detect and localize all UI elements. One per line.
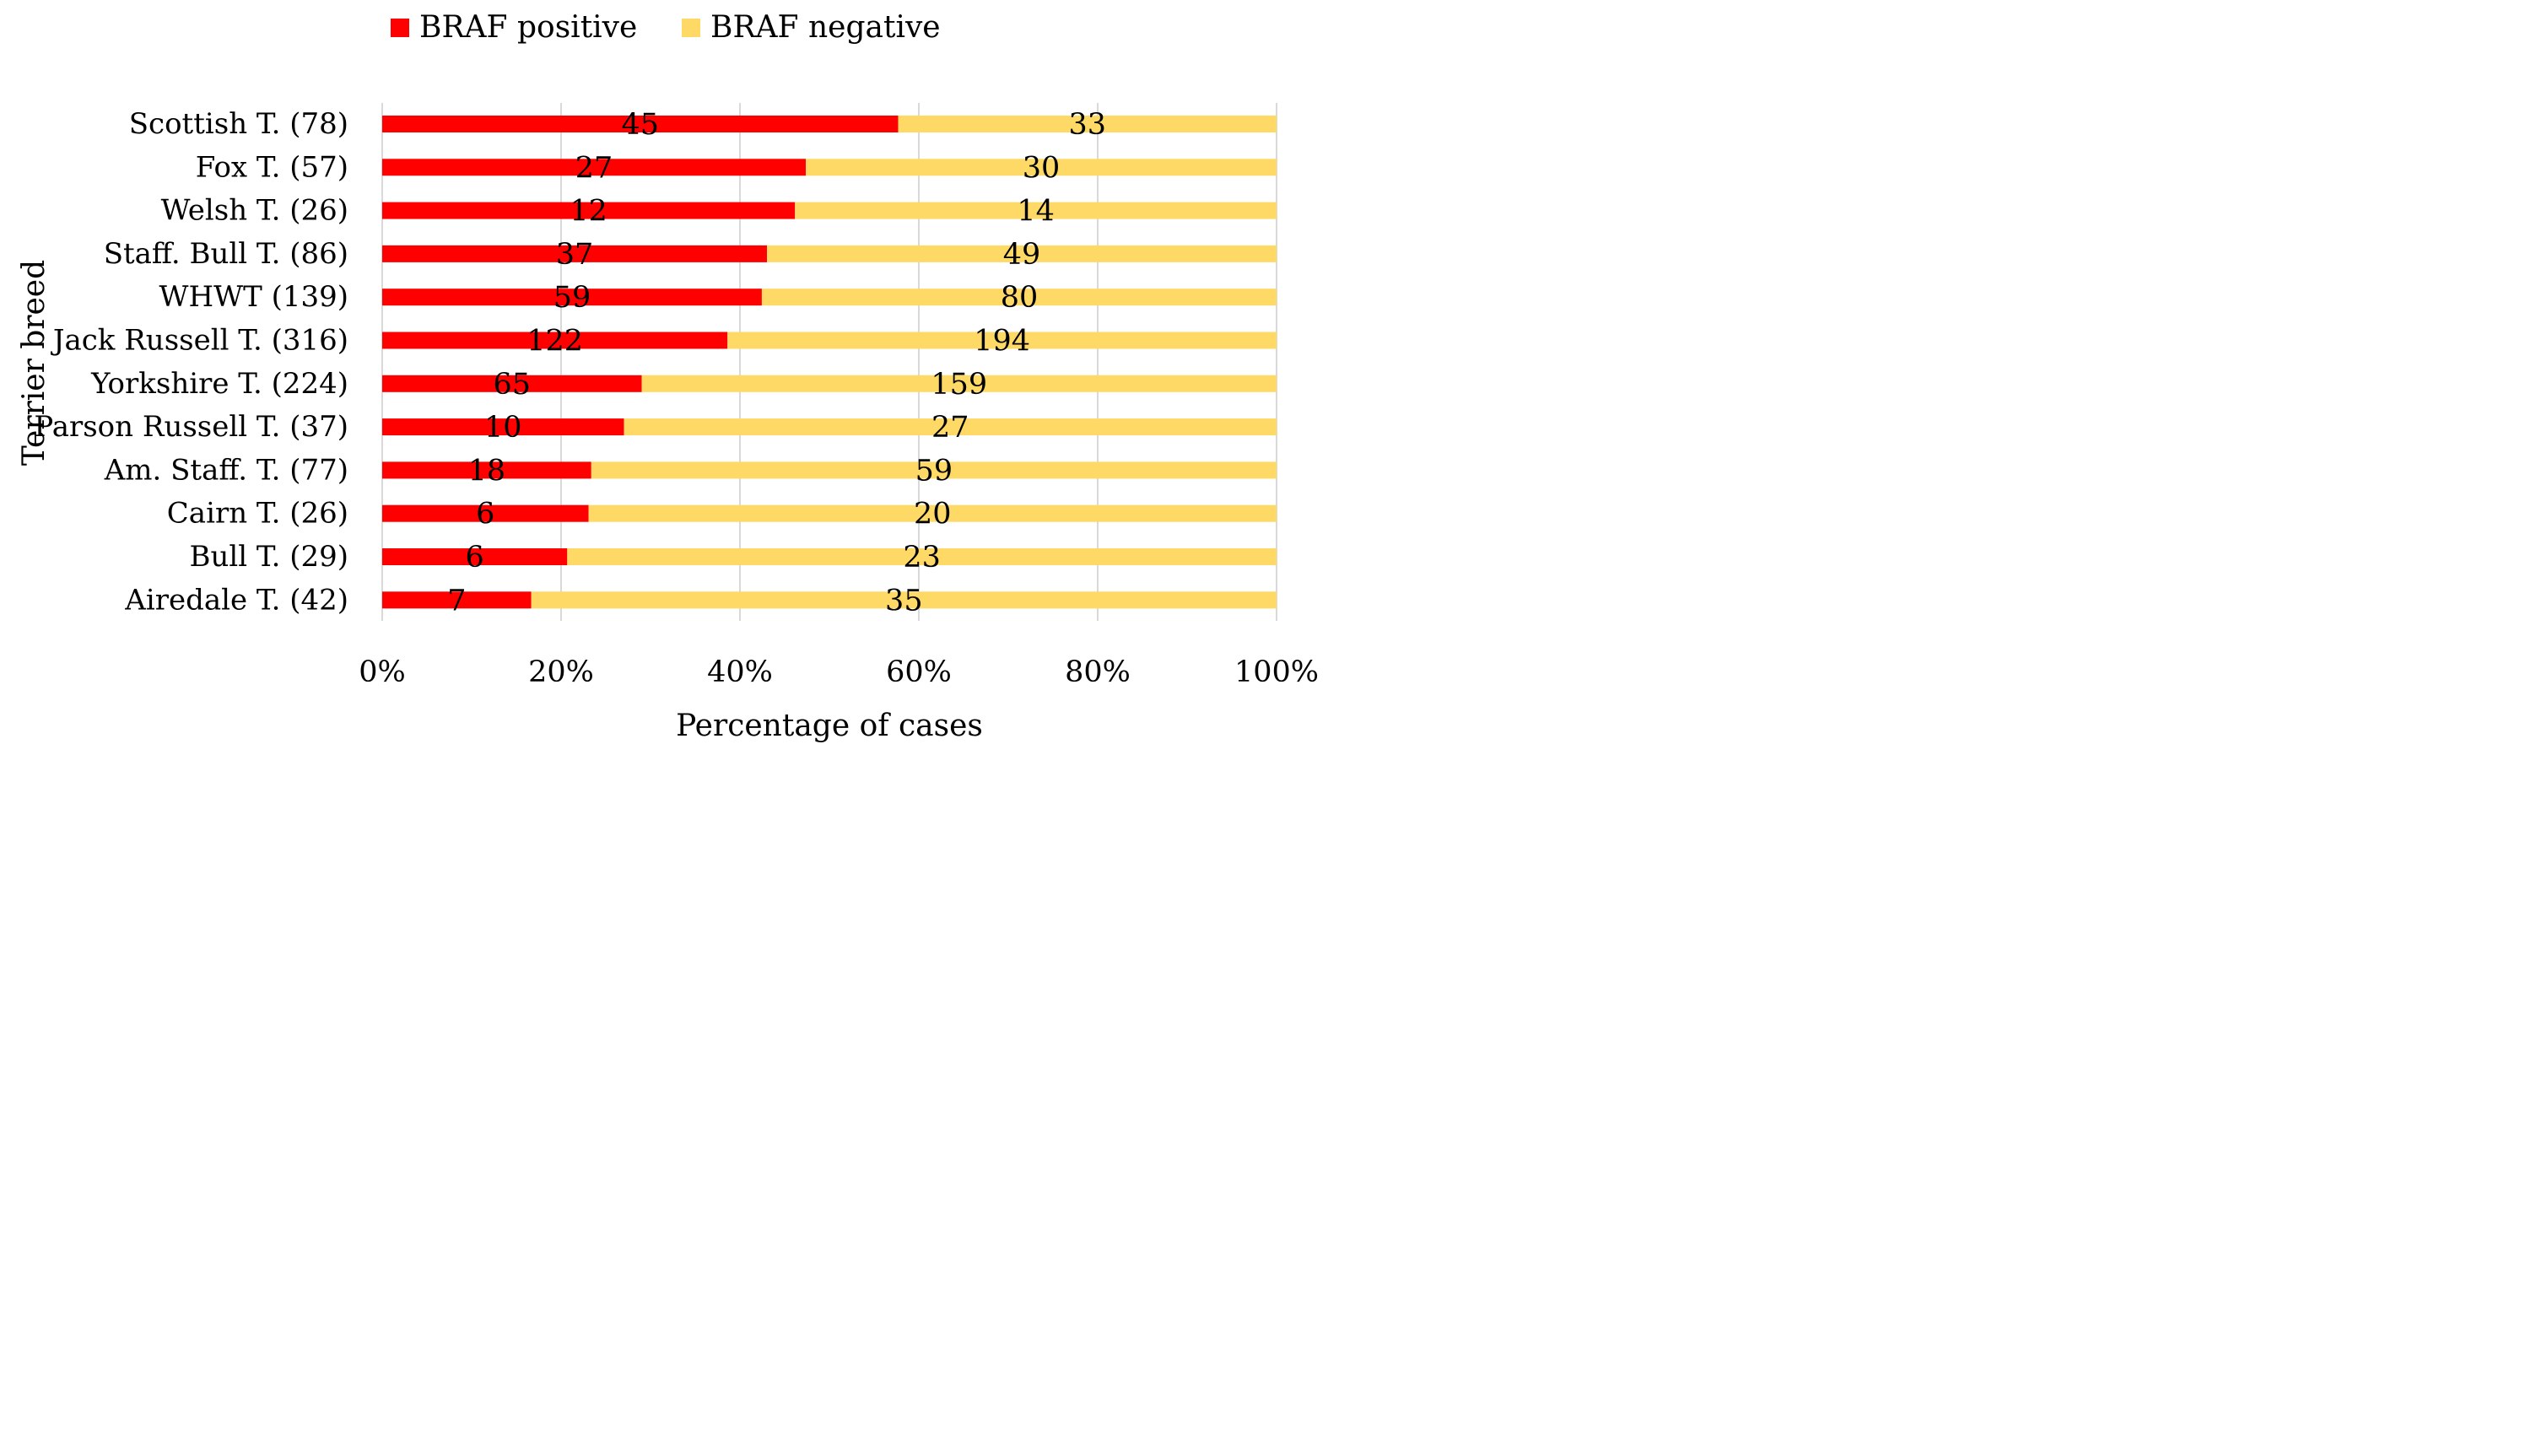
legend: BRAF positive BRAF negative: [391, 10, 941, 45]
data-label-negative: 59: [915, 454, 953, 488]
bar-braf-negative: [898, 116, 1277, 132]
data-label-negative: 80: [1001, 281, 1039, 315]
bar-braf-negative: [591, 461, 1277, 479]
bar-braf-positive: [382, 289, 762, 306]
bar-braf-positive: [382, 375, 642, 392]
data-label-negative: 20: [914, 498, 952, 531]
data-label-negative: 159: [931, 368, 987, 402]
legend-swatch: [682, 19, 700, 37]
data-label-negative: 194: [974, 325, 1030, 359]
bar-braf-negative: [727, 332, 1277, 349]
data-label-positive: 6: [466, 541, 484, 574]
data-label-positive: 59: [553, 281, 591, 315]
data-label-positive: 122: [526, 325, 583, 359]
data-label-negative: 23: [903, 541, 941, 574]
bar-braf-positive: [382, 116, 899, 132]
bar-braf-negative: [531, 591, 1277, 609]
bar-braf-negative: [767, 245, 1277, 262]
x-axis-label: Percentage of cases: [676, 709, 983, 743]
data-label-positive: 18: [468, 454, 506, 488]
x-tick-label: 80%: [1065, 655, 1131, 689]
data-label-negative: 14: [1017, 195, 1055, 229]
y-category-label: Am. Staff. T. (77): [104, 453, 348, 487]
data-label-positive: 12: [570, 195, 607, 229]
data-label-negative: 27: [931, 411, 969, 445]
x-tick-label: 60%: [886, 655, 952, 689]
bar-braf-negative: [795, 202, 1277, 219]
x-tick-label: 40%: [707, 655, 773, 689]
data-label-positive: 27: [575, 151, 613, 185]
bar-braf-positive: [382, 332, 728, 349]
bar-braf-positive: [382, 418, 624, 436]
bar-braf-positive: [382, 504, 589, 522]
data-labels: 45 33 27 30 12 14 37 49 59 80 122 194 65 159 10 27 18 59 6…: [447, 108, 1106, 617]
y-axis-label: Terrier breed: [17, 260, 51, 466]
bar-braf-negative: [806, 159, 1277, 176]
bar-braf-negative: [567, 548, 1277, 565]
stacked-bar-chart: BRAF positive BRAF negative 45 33 27 30 12 14 3…: [17, 10, 1319, 743]
data-label-positive: 6: [476, 498, 494, 531]
bar-braf-negative: [761, 289, 1277, 306]
y-category-label: Jack Russell T. (316): [51, 324, 348, 358]
y-category-label: Yorkshire T. (224): [90, 367, 348, 401]
bars: [382, 116, 1277, 609]
data-label-positive: 37: [556, 238, 594, 272]
data-label-negative: 30: [1023, 151, 1061, 185]
data-label-negative: 35: [885, 584, 923, 617]
y-category-label: Fox T. (57): [196, 150, 348, 184]
y-category-label: Staff. Bull T. (86): [104, 237, 348, 271]
bar-braf-negative: [624, 418, 1277, 436]
x-tick-label: 100%: [1234, 655, 1319, 689]
legend-swatch: [391, 19, 409, 37]
x-tick-label: 20%: [528, 655, 594, 689]
y-category-label: Bull T. (29): [189, 540, 348, 574]
bar-braf-positive: [382, 245, 768, 262]
data-label-positive: 65: [494, 368, 532, 402]
gridlines: [381, 103, 1277, 621]
y-category-label: Welsh T. (26): [161, 194, 348, 228]
data-label-positive: 10: [484, 411, 522, 445]
legend-label: BRAF positive: [419, 10, 637, 45]
x-axis-ticks: 0% 20% 40% 60% 80% 100%: [359, 655, 1319, 689]
bar-braf-positive: [382, 202, 796, 219]
data-label-negative: 49: [1003, 238, 1041, 272]
y-category-label: Scottish T. (78): [129, 107, 348, 141]
y-category-label: WHWT (139): [159, 280, 348, 314]
bar-braf-positive: [382, 461, 591, 479]
data-label-negative: 33: [1068, 108, 1106, 142]
legend-label: BRAF negative: [710, 10, 941, 45]
bar-braf-negative: [588, 504, 1277, 522]
bar-braf-negative: [641, 375, 1277, 392]
bar-braf-positive: [382, 591, 532, 609]
y-axis-categories: Scottish T. (78) Fox T. (57) Welsh T. (26)…: [34, 107, 348, 617]
data-label-positive: 45: [621, 108, 659, 142]
y-category-label: Parson Russell T. (37): [34, 410, 348, 444]
data-label-positive: 7: [447, 584, 466, 617]
x-tick-label: 0%: [359, 655, 406, 689]
y-category-label: Airedale T. (42): [124, 583, 348, 617]
y-category-label: Cairn T. (26): [167, 497, 348, 531]
bar-braf-positive: [382, 548, 568, 565]
bar-braf-positive: [382, 159, 807, 176]
